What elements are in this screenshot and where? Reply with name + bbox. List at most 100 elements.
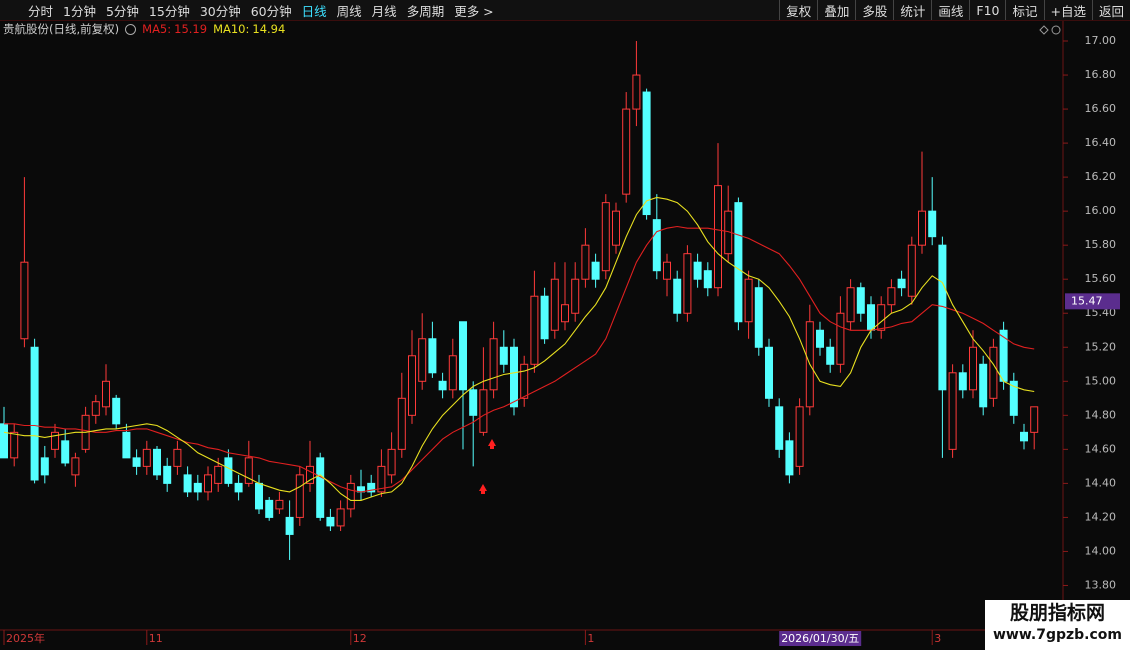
candle-body [326, 516, 335, 527]
candle-body [795, 406, 804, 467]
action-button[interactable]: 标记 [1005, 0, 1043, 20]
candle-body [754, 287, 763, 348]
candle-body [877, 304, 886, 331]
candle-body [703, 270, 712, 289]
period-tab[interactable]: 30分钟 [199, 3, 241, 19]
period-tab[interactable]: 周线 [336, 3, 362, 19]
action-button[interactable]: 统计 [893, 0, 931, 20]
legend-value: 14.94 [252, 22, 286, 36]
candle-body [693, 261, 702, 280]
candle-body [336, 508, 345, 527]
action-button[interactable]: 返回 [1091, 0, 1130, 20]
candle-body [265, 499, 274, 518]
candle-body [765, 346, 773, 399]
candle-body [418, 338, 427, 382]
candle-body [20, 261, 29, 340]
period-tab[interactable]: 15分钟 [148, 3, 190, 19]
action-button[interactable]: 画线 [931, 0, 969, 20]
x-tick-label: 1 [587, 632, 594, 645]
candle-body [581, 244, 590, 280]
candle-body [0, 423, 8, 459]
legend: MA515.19 MA1014.94 [142, 22, 285, 36]
action-button[interactable]: 多股 [855, 0, 893, 20]
watermark-url: www.7gpzb.com [992, 627, 1122, 643]
x-tick-label: 2025年 [6, 631, 45, 645]
candle-body [214, 465, 223, 484]
crosshair-price-bg [1065, 293, 1120, 310]
period-tab[interactable]: 更多 > [454, 3, 494, 19]
period-tab[interactable]: 5分钟 [105, 3, 139, 19]
candle-body [550, 278, 559, 331]
candle-body [469, 389, 478, 416]
candle-body [387, 448, 396, 476]
candle-body [132, 457, 141, 467]
y-tick-label: 15.80 [1085, 238, 1117, 251]
candle-body [540, 295, 549, 340]
y-tick-label: 14.20 [1085, 510, 1117, 523]
candle-body [622, 108, 631, 195]
period-tab[interactable]: 60分钟 [250, 3, 292, 19]
action-button[interactable]: F10 [969, 0, 1005, 20]
y-tick-label: 16.80 [1085, 68, 1117, 81]
y-tick-label: 15.40 [1085, 306, 1117, 319]
period-tab[interactable]: 月线 [371, 3, 397, 19]
candle-body [979, 363, 988, 408]
candle-body [285, 516, 294, 535]
candle-body [510, 346, 518, 408]
period-tab[interactable]: 1分钟 [63, 3, 96, 19]
action-buttons: 复权 叠加 多股 统计 画线 F10 标记 +自选 返回 [779, 0, 1130, 20]
candle-body [561, 304, 569, 323]
x-tick-label: 3 [934, 632, 941, 645]
candle-body [846, 287, 855, 323]
candle-body [244, 457, 253, 484]
period-tab[interactable]: 多周期 [406, 3, 445, 19]
icon-diamond[interactable] [1039, 25, 1049, 35]
candle-body [163, 465, 172, 484]
action-button[interactable]: 叠加 [817, 0, 855, 20]
candle-body [714, 185, 722, 289]
plot-area [0, 41, 1039, 560]
candle-body [938, 244, 947, 391]
candle-body [683, 253, 692, 314]
candle-body [520, 363, 529, 399]
candle-body [673, 278, 682, 314]
candle-body [999, 329, 1008, 382]
candle-body [122, 431, 131, 459]
action-button[interactable]: 复权 [779, 0, 817, 20]
y-tick-label: 14.00 [1085, 544, 1117, 557]
candle-body [612, 210, 620, 246]
candle-body [316, 457, 325, 518]
y-tick-label: 15.20 [1085, 340, 1117, 353]
candle-body [40, 457, 49, 476]
action-button[interactable]: +自选 [1043, 0, 1092, 20]
candle-body [816, 329, 824, 348]
period-tab[interactable]: 分时 [28, 3, 54, 19]
candle-body [30, 346, 39, 481]
candle-body [295, 474, 304, 518]
signal-arrow [488, 439, 496, 449]
candle-body [51, 431, 59, 450]
candle-body [102, 380, 110, 408]
candle-body [734, 202, 743, 323]
legend-name: MA10 [213, 22, 249, 36]
signal-arrow [479, 484, 487, 494]
candle-body [601, 202, 610, 272]
toolbar: 分时 1分钟 5分钟 15分钟 30分钟 60分钟 日线 周线 月线 多周期 更多 > 复权 叠加 多股… [0, 0, 1130, 21]
candle-body [367, 482, 376, 493]
crosshair-price: 15.47 [1071, 294, 1103, 307]
icon-settings[interactable] [1051, 25, 1061, 35]
candle-body [142, 448, 151, 467]
period-tab[interactable]: 日线 [301, 3, 327, 19]
candle-body [397, 397, 406, 450]
x-tick-label: 11 [149, 632, 163, 645]
candle-body [71, 457, 80, 476]
icon-toggle[interactable] [125, 23, 137, 35]
candle-body [255, 482, 263, 510]
candle-body [887, 287, 896, 306]
candle-body [275, 499, 284, 510]
candle-body [571, 278, 580, 314]
candle-body [907, 244, 916, 297]
y-tick-label: 16.00 [1085, 204, 1117, 217]
candle-body [499, 346, 508, 365]
